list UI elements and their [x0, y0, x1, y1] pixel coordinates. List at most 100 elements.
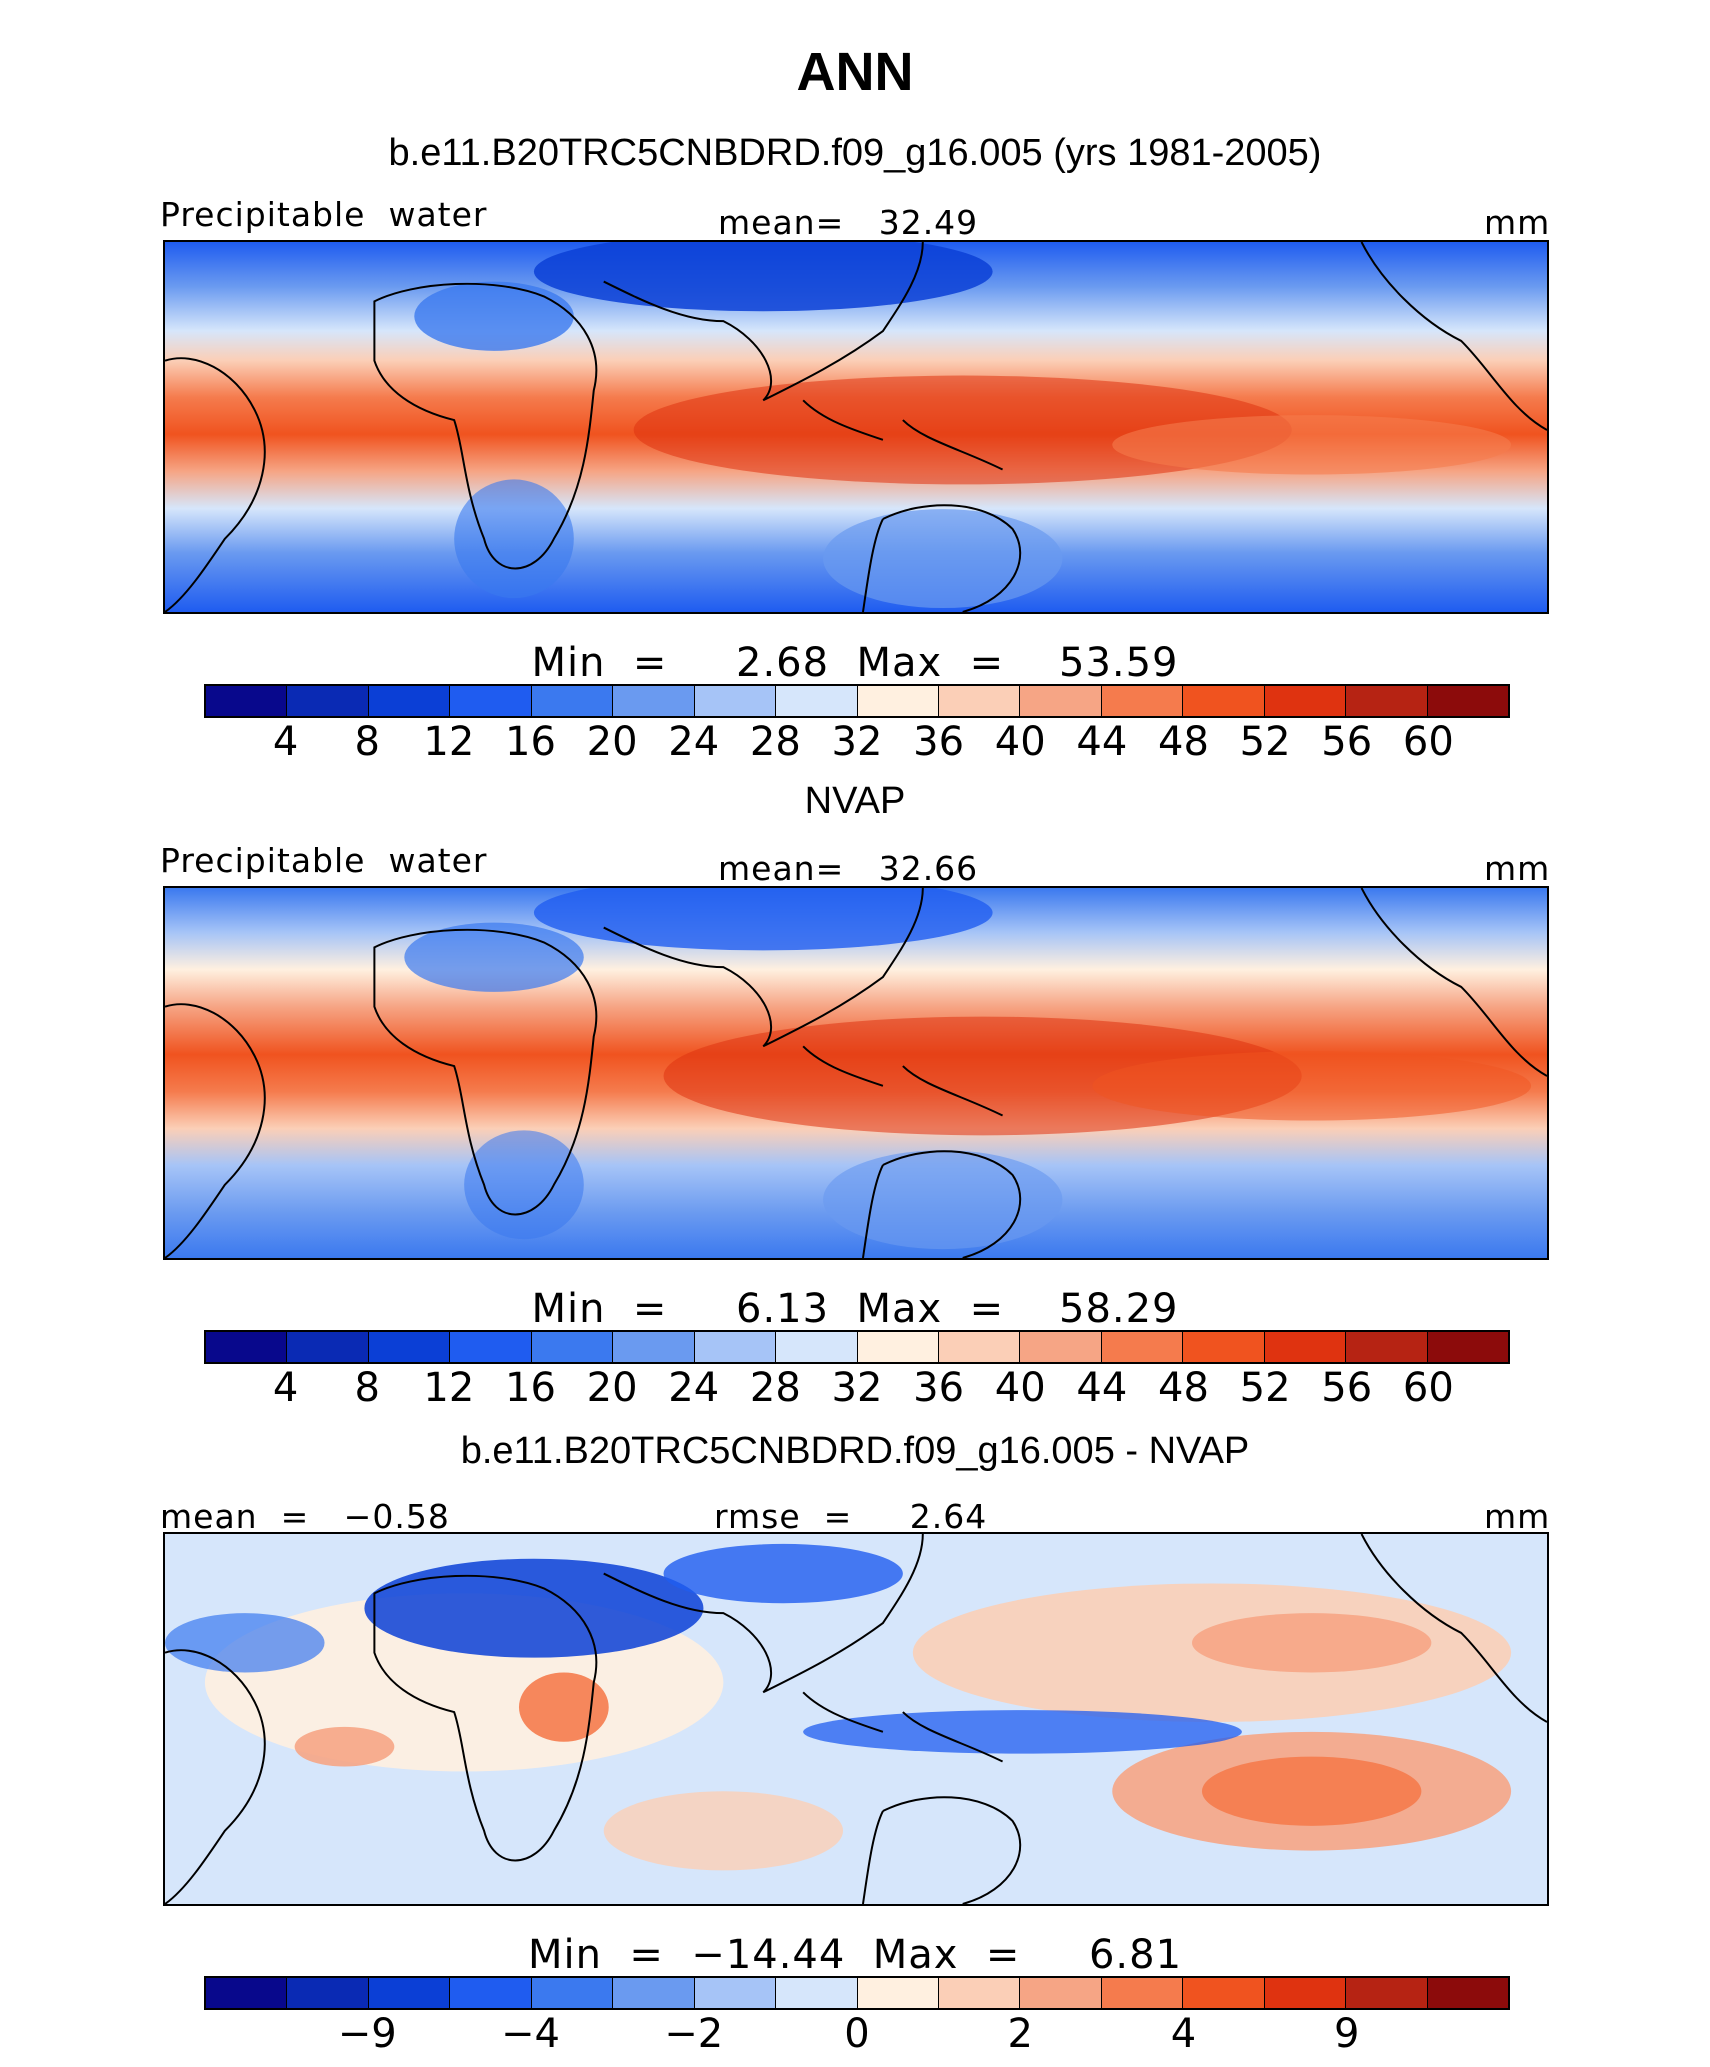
world-map-difference-icon: [165, 1534, 1547, 1904]
colorbar-tick-label: 20: [586, 1365, 638, 1411]
colorbar-swatch: [694, 1978, 777, 2008]
panel-3-mean-label: mean = −0.58: [160, 1497, 450, 1536]
colorbar-swatch: [857, 1978, 939, 2008]
colorbar-swatch: [1346, 1332, 1428, 1362]
colorbar-swatch: [450, 1978, 532, 2008]
colorbar-swatch: [450, 1332, 532, 1362]
colorbar-swatch: [1427, 1332, 1508, 1362]
colorbar-tick-label: 44: [1076, 719, 1128, 765]
colorbar-swatch: [1020, 1332, 1102, 1362]
colorbar-tick-label: −2: [664, 2011, 724, 2057]
colorbar-tick-label: 12: [423, 1365, 475, 1411]
colorbar-swatch: [1183, 1332, 1265, 1362]
colorbar-swatch: [368, 1332, 451, 1362]
panel-2-title: NVAP: [804, 780, 906, 822]
colorbar-tick-label: 56: [1321, 1365, 1373, 1411]
colorbar-swatch: [857, 1332, 939, 1362]
colorbar-tick-label: 4: [272, 1365, 299, 1411]
colorbar-swatch: [1101, 686, 1184, 716]
colorbar-swatch: [450, 686, 532, 716]
colorbar-swatch: [938, 1978, 1021, 2008]
colorbar-tick-label: 52: [1239, 1365, 1291, 1411]
colorbar-swatch: [1101, 1978, 1184, 2008]
panel-3-title: b.e11.B20TRC5CNBDRD.f09_g16.005 - NVAP: [460, 1430, 1250, 1472]
colorbar-tick-label: 12: [423, 719, 475, 765]
colorbar-swatch: [776, 1978, 858, 2008]
panel-3-units-label: mm: [1484, 1497, 1551, 1536]
colorbar-tick-label: 40: [994, 719, 1046, 765]
colorbar-tick-label: 56: [1321, 719, 1373, 765]
colorbar-swatch: [694, 1332, 777, 1362]
colorbar-tick-label: 48: [1158, 719, 1209, 765]
panel-3-colorbar: [204, 1976, 1510, 2010]
colorbar-swatch: [1264, 686, 1347, 716]
panel-1-units-label: mm: [1484, 203, 1551, 242]
panel-1-minmax: Min = 2.68 Max = 53.59: [531, 640, 1179, 686]
colorbar-swatch: [694, 686, 777, 716]
colorbar-tick-label: 20: [586, 719, 638, 765]
colorbar-swatch: [613, 1978, 695, 2008]
panel-2-mean-label: mean= 32.66: [718, 849, 979, 888]
colorbar-tick-label: 0: [844, 2011, 870, 2057]
panel-2-minmax: Min = 6.13 Max = 58.29: [531, 1286, 1179, 1332]
colorbar-swatch: [531, 1332, 614, 1362]
colorbar-tick-label: 60: [1402, 1365, 1454, 1411]
colorbar-swatch: [1346, 686, 1428, 716]
panel-1-variable-label: Precipitable water: [160, 195, 488, 234]
panel-3-colorbar-ticks: −9 −4 −2 0 2 4 9: [204, 2010, 1510, 2058]
colorbar-swatch: [938, 686, 1021, 716]
panel-3-minmax: Min = −14.44 Max = 6.81: [527, 1932, 1183, 1978]
colorbar-tick-label: 48: [1158, 1365, 1209, 1411]
colorbar-swatch: [1183, 1978, 1265, 2008]
colorbar-swatch: [1264, 1332, 1347, 1362]
colorbar-tick-label: 8: [354, 1365, 380, 1411]
colorbar-tick-label: 4: [1170, 2011, 1197, 2057]
colorbar-swatch: [531, 686, 614, 716]
main-title: ANN: [796, 42, 914, 102]
colorbar-tick-label: 52: [1239, 719, 1291, 765]
colorbar-tick-label: 36: [913, 1365, 965, 1411]
colorbar-tick-label: 28: [749, 719, 801, 765]
colorbar-swatch: [1183, 686, 1265, 716]
panel-3-map: [163, 1532, 1549, 1906]
colorbar-swatch: [287, 686, 369, 716]
panel-1-colorbar: [204, 684, 1510, 718]
colorbar-tick-label: 24: [668, 1365, 720, 1411]
colorbar-swatch: [1020, 686, 1102, 716]
panel-2-units-label: mm: [1484, 849, 1551, 888]
colorbar-swatch: [206, 686, 288, 716]
colorbar-swatch: [1427, 686, 1508, 716]
colorbar-tick-label: 8: [354, 719, 380, 765]
colorbar-swatch: [613, 686, 695, 716]
colorbar-swatch: [206, 1332, 288, 1362]
colorbar-tick-label: 16: [505, 719, 556, 765]
colorbar-swatch: [1264, 1978, 1347, 2008]
colorbar-swatch: [938, 1332, 1021, 1362]
panel-1-map: [163, 240, 1549, 614]
panel-2-map: [163, 886, 1549, 1260]
colorbar-swatch: [857, 686, 939, 716]
colorbar-swatch: [776, 686, 858, 716]
world-map-contour-icon: [165, 242, 1547, 612]
colorbar-tick-label: 32: [831, 719, 883, 765]
colorbar-swatch: [613, 1332, 695, 1362]
colorbar-swatch: [287, 1978, 369, 2008]
panel-1-title: b.e11.B20TRC5CNBDRD.f09_g16.005 (yrs 198…: [388, 132, 1322, 174]
colorbar-swatch: [1101, 1332, 1184, 1362]
panel-2-colorbar: [204, 1330, 1510, 1364]
colorbar-tick-label: 28: [749, 1365, 801, 1411]
panel-3-rmse-label: rmse = 2.64: [714, 1497, 988, 1536]
colorbar-tick-label: 16: [505, 1365, 556, 1411]
colorbar-swatch: [1427, 1978, 1508, 2008]
colorbar-tick-label: 9: [1334, 2011, 1360, 2057]
colorbar-tick-label: −4: [501, 2011, 560, 2057]
colorbar-tick-label: 60: [1402, 719, 1454, 765]
panel-2-colorbar-ticks: 4 8 12 16 20 24 28 32 36 40 44 48 52 56 60: [204, 1364, 1510, 1412]
colorbar-tick-label: 36: [913, 719, 965, 765]
colorbar-swatch: [531, 1978, 614, 2008]
colorbar-tick-label: −9: [337, 2011, 397, 2057]
colorbar-tick-label: 32: [831, 1365, 883, 1411]
panel-1-mean-label: mean= 32.49: [718, 203, 979, 242]
panel-2-variable-label: Precipitable water: [160, 841, 488, 880]
colorbar-swatch: [287, 1332, 369, 1362]
